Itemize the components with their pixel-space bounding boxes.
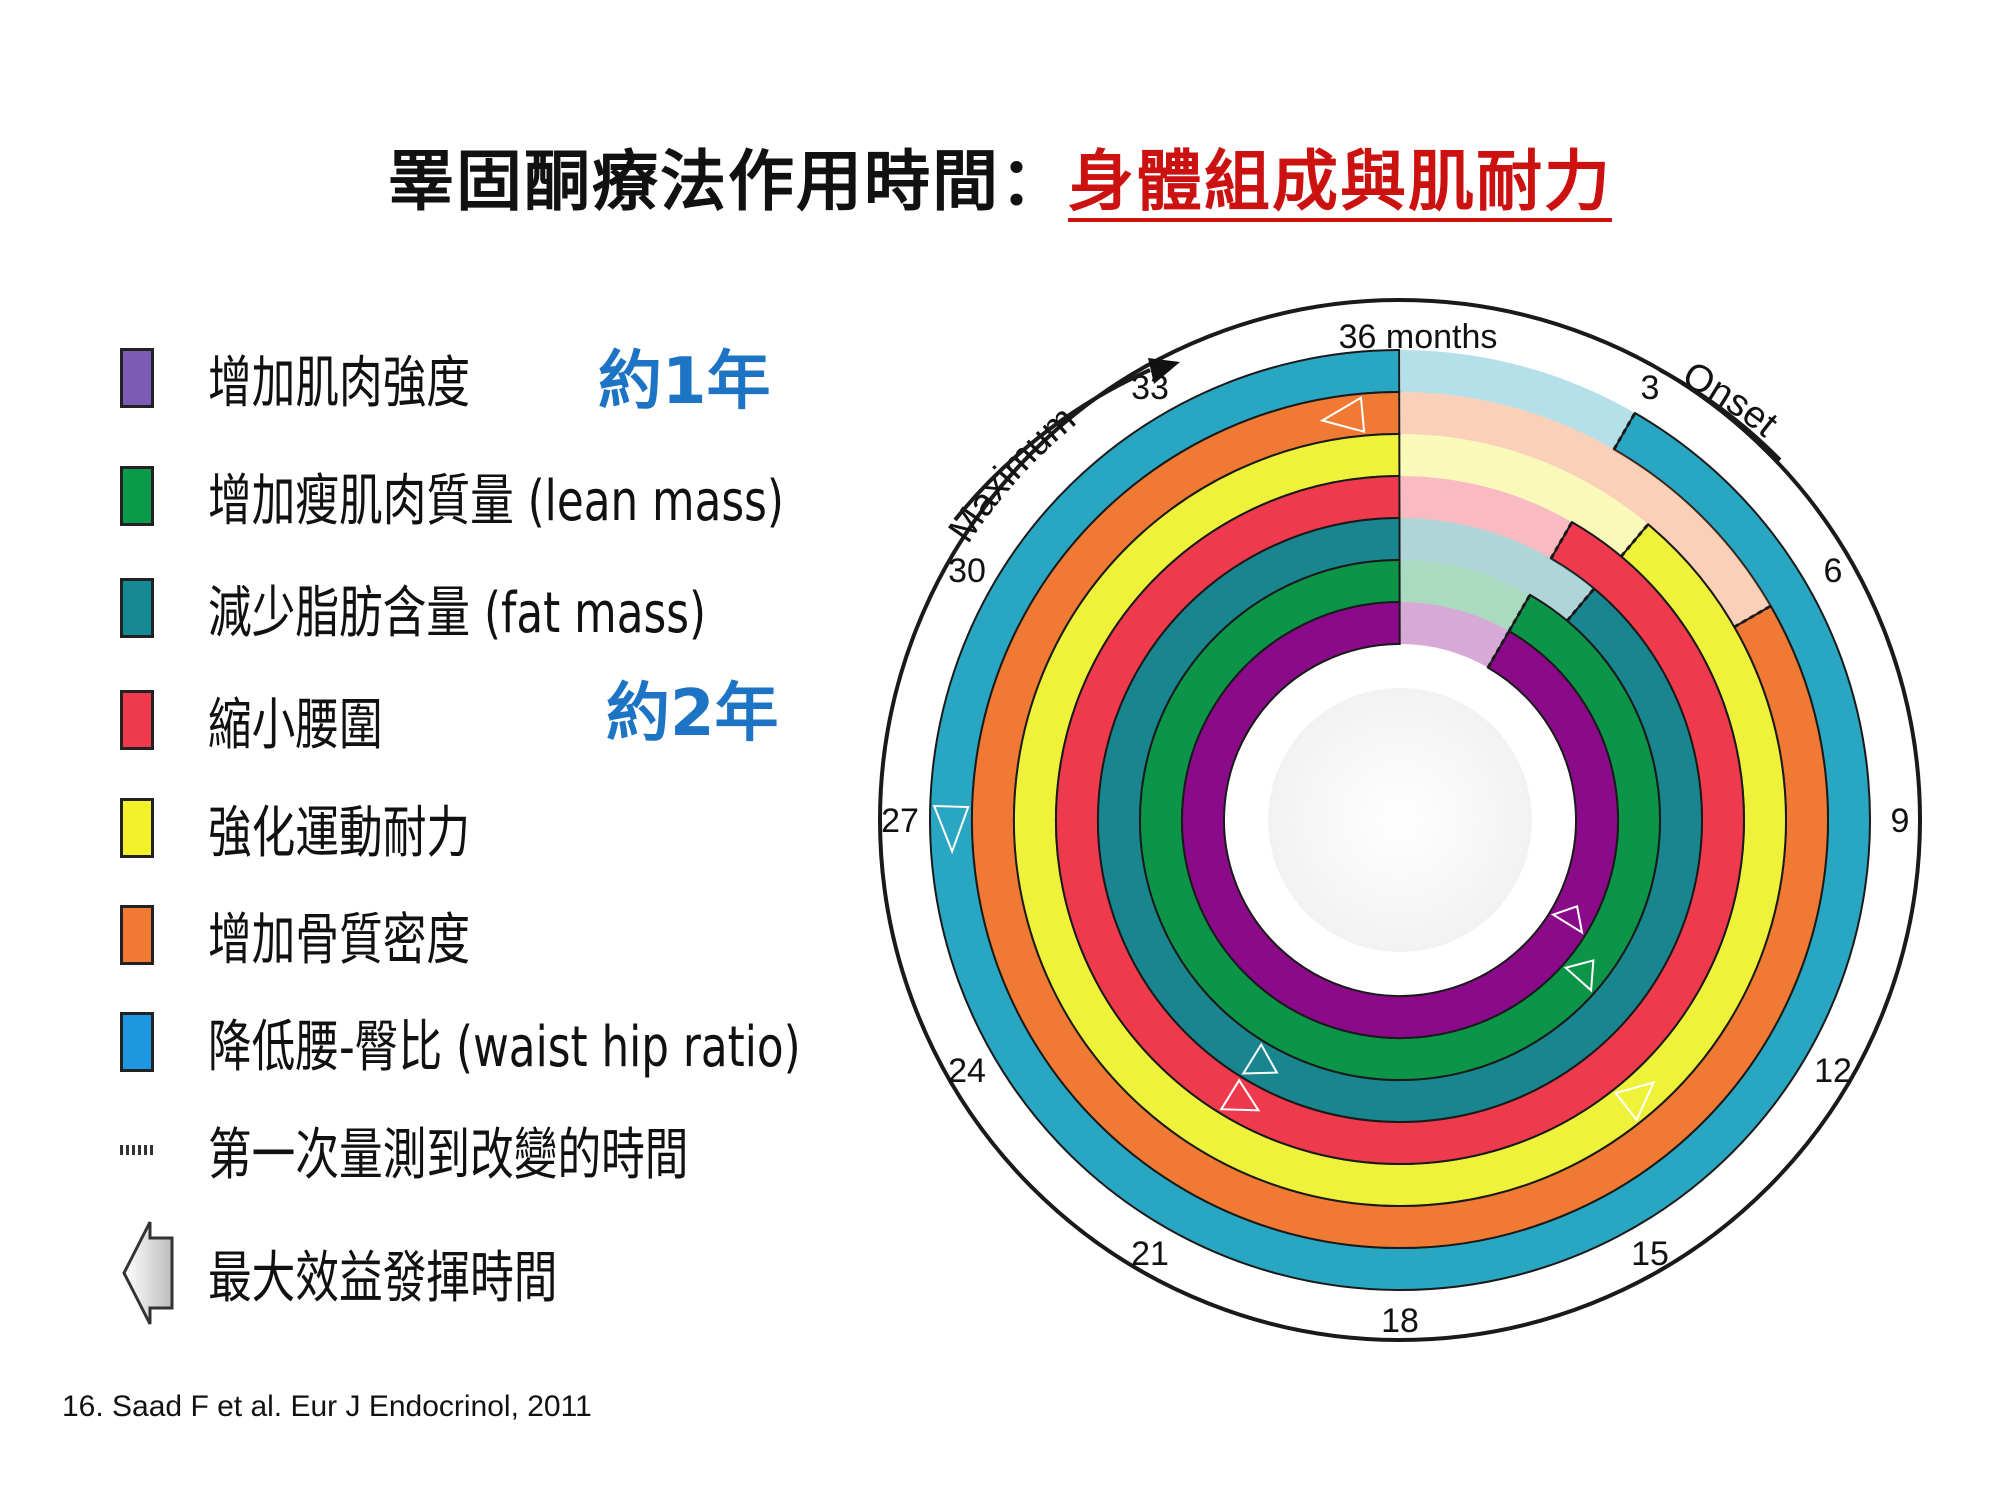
onset-marker-5: [1507, 594, 1532, 632]
ring-lead-in-1: [1400, 392, 1771, 627]
ring-lead-in-4: [1400, 518, 1595, 621]
onset-marker-1: [1733, 604, 1772, 629]
legend-label: 最大效益發揮時間: [208, 1245, 558, 1311]
legend-swatch: [120, 690, 154, 750]
legend-item-exercise: 強化運動耐力: [120, 788, 544, 868]
onset-marker-6: [1486, 630, 1511, 669]
legend-item-max-benefit: 最大效益發揮時間: [120, 1218, 656, 1328]
legend-swatch: [120, 905, 154, 965]
page-title: 睪固酮療法作用時間：身體組成與肌耐力: [0, 128, 2000, 224]
month-tick-label: 3: [1641, 369, 1660, 407]
legend-label: 增加瘦肌肉質量 (lean mass): [208, 468, 784, 534]
ring-lead-in-2: [1400, 434, 1649, 557]
left-arrow-icon: [122, 1221, 174, 1325]
month-tick-label: 24: [948, 1052, 986, 1090]
maximum-arc: [953, 368, 1151, 522]
dash-marker-icon: [120, 1120, 154, 1180]
month-tick-label: 15: [1631, 1235, 1669, 1273]
legend-item-first-change: 第一次量測到改變的時間: [120, 1110, 824, 1190]
legend-item-waist: 縮小腰圍: [120, 680, 432, 760]
legend-swatch: [120, 1012, 154, 1072]
max-effect-arrow-5: [1563, 959, 1595, 993]
legend-item-waist-hip: 降低腰-臀比 (waist hip ratio): [120, 1002, 968, 1082]
title-main: 睪固酮療法作用時間：: [388, 143, 1068, 220]
legend-label: 強化運動耐力: [208, 800, 471, 866]
title-highlight: 身體組成與肌耐力: [1068, 143, 1612, 220]
month-tick-label: 9: [1891, 802, 1910, 840]
max-effect-arrow-6: [1550, 905, 1584, 935]
ring-lead-in-6: [1400, 602, 1509, 668]
legend-label: 增加肌肉強度: [208, 350, 471, 416]
month-tick-label: 12: [1814, 1052, 1852, 1090]
legend-label: 減少脂肪含量 (fat mass): [208, 580, 707, 646]
legend-label: 降低腰-臀比 (waist hip ratio): [208, 1014, 801, 1080]
ring-lead-in-3: [1400, 476, 1572, 559]
legend-label: 增加骨質密度: [208, 907, 471, 973]
max-effect-arrow-2: [1613, 1080, 1656, 1122]
scale-max-label: 36 months: [1339, 318, 1498, 356]
legend-label: 縮小腰圍: [208, 692, 383, 758]
legend-swatch: [120, 798, 154, 858]
onset-marker-0: [1612, 412, 1637, 451]
onset-marker-4: [1565, 587, 1596, 622]
legend-swatch: [120, 466, 154, 526]
ring-lead-in-0: [1400, 350, 1635, 450]
ring-lead-in-5: [1400, 560, 1530, 632]
onset-marker-2: [1619, 523, 1650, 558]
maximum-arrowhead-icon: [1148, 358, 1180, 384]
citation: 16. Saad F et al. Eur J Endocrinol, 2011: [62, 1390, 592, 1423]
legend-swatch: [120, 348, 154, 408]
month-tick-label: 18: [1381, 1302, 1419, 1340]
max-effect-arrow-1: [1319, 396, 1366, 433]
legend-item-bone-density: 增加骨質密度: [120, 895, 544, 975]
legend-swatch: [120, 578, 154, 638]
onset-arc: [1659, 368, 1782, 462]
month-tick-label: 30: [948, 552, 986, 590]
legend-item-lean-mass: 增加瘦肌肉質量 (lean mass): [120, 456, 946, 536]
ring-effect-6: [1181, 600, 1619, 1039]
month-tick-label: 21: [1131, 1235, 1169, 1273]
note-two-years: 約2年: [606, 677, 779, 751]
note-one-year: 約1年: [598, 345, 771, 419]
legend-label: 第一次量測到改變的時間: [208, 1122, 689, 1188]
onset-marker-3: [1549, 521, 1574, 560]
center-hole: [1268, 688, 1532, 952]
max-effect-arrow-4: [1241, 1042, 1279, 1075]
max-effect-arrow-0: [932, 804, 970, 855]
legend-item-fat-mass: 減少脂肪含量 (fat mass): [120, 568, 847, 648]
legend-item-muscle-strength: 增加肌肉強度: [120, 338, 544, 418]
month-tick-label: 27: [881, 802, 919, 840]
max-effect-arrow-3: [1219, 1078, 1261, 1112]
month-tick-label: 6: [1824, 552, 1843, 590]
